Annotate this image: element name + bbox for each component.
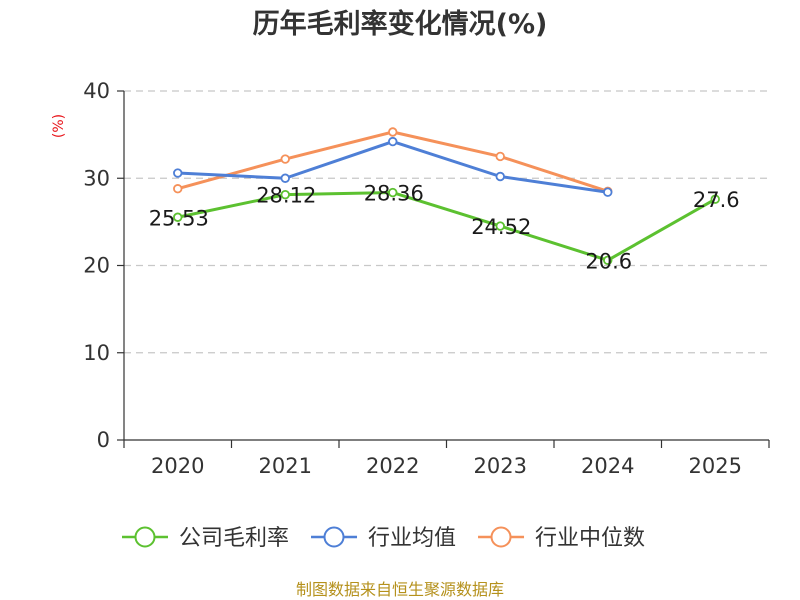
legend-marker [134, 526, 156, 548]
x-tick-label: 2021 [259, 454, 312, 478]
x-tick-label: 2020 [151, 454, 204, 478]
data-point[interactable] [388, 136, 398, 147]
data-point[interactable] [173, 212, 183, 222]
data-label: 28.36 [364, 182, 424, 206]
data-point[interactable] [603, 187, 613, 197]
data-point[interactable] [280, 189, 290, 200]
data-point[interactable] [495, 171, 505, 182]
legend-label: 公司毛利率 [179, 526, 289, 551]
data-label: 28.12 [256, 184, 316, 208]
data-label: 27.6 [693, 188, 740, 212]
legend-item[interactable]: 行业均值 [311, 526, 456, 551]
x-tick-label: 2024 [581, 454, 634, 478]
legend-marker [323, 526, 345, 548]
y-axis-unit-label: (%) [51, 114, 67, 138]
chart-title: 历年毛利率变化情况(%) [253, 8, 548, 40]
legend-label: 行业均值 [368, 526, 456, 551]
legend-label: 行业中位数 [535, 526, 645, 551]
source-note: 制图数据来自恒生聚源数据库 [296, 580, 504, 599]
data-point[interactable] [603, 255, 613, 265]
data-point[interactable] [280, 173, 290, 183]
gridlines [124, 90, 769, 354]
data-point[interactable] [388, 127, 398, 137]
y-tick-label: 10 [83, 341, 110, 365]
data-label: 25.53 [149, 206, 209, 230]
series-line [177, 191, 716, 262]
legend[interactable]: 公司毛利率 行业均值 行业中位数 [122, 526, 645, 551]
data-point[interactable] [495, 221, 505, 231]
data-point[interactable] [388, 187, 398, 198]
legend-item[interactable]: 行业中位数 [478, 526, 645, 551]
axes: 0 10 20 30 40 2020 2021 2022 2023 2024 2025 [83, 79, 770, 478]
series-lines [173, 127, 720, 265]
x-tick-label: 2025 [689, 454, 742, 478]
data-point[interactable] [495, 151, 505, 162]
y-tick-label: 30 [83, 166, 110, 190]
data-point[interactable] [710, 194, 720, 204]
data-point[interactable] [173, 184, 183, 194]
x-tick-label: 2022 [366, 454, 419, 478]
y-tick-label: 20 [83, 254, 110, 278]
data-labels: 25.53 28.12 28.36 24.52 20.6 27.6 [149, 182, 740, 274]
data-point[interactable] [280, 154, 290, 164]
data-label: 20.6 [585, 249, 632, 273]
y-tick-label: 40 [83, 79, 110, 103]
data-label: 24.52 [471, 215, 531, 239]
legend-item[interactable]: 公司毛利率 [122, 526, 289, 551]
legend-marker [490, 526, 512, 548]
x-tick-label: 2023 [474, 454, 527, 478]
y-tick-label: 0 [97, 428, 110, 452]
data-point[interactable] [173, 168, 183, 178]
